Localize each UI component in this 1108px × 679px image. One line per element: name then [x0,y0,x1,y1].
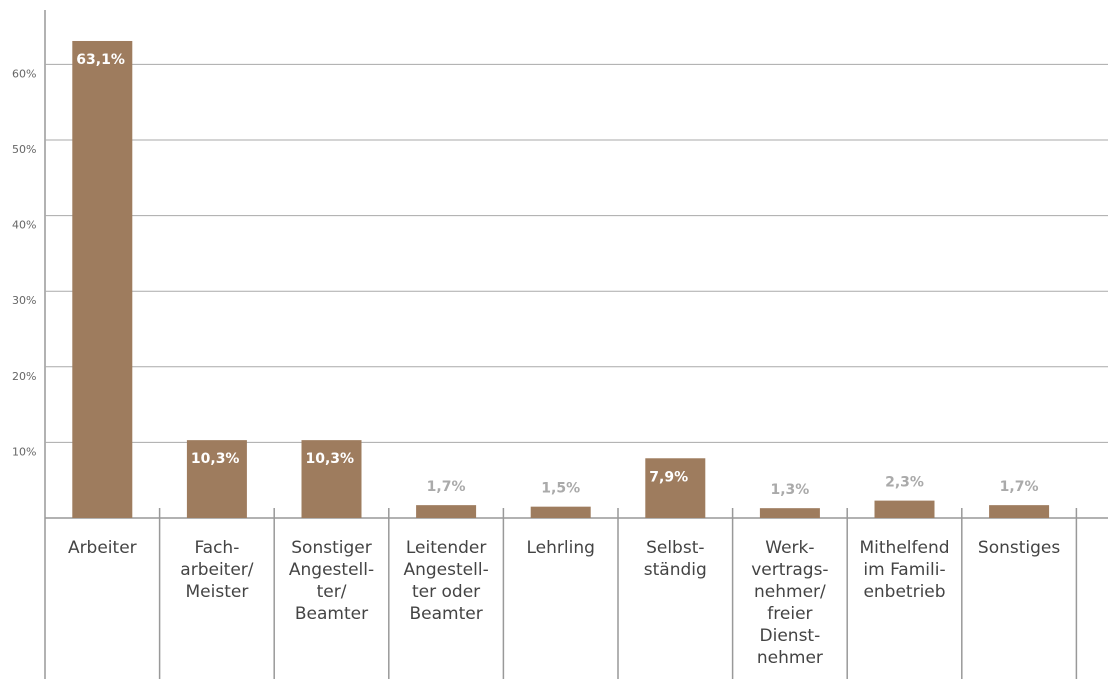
x-tick-label-line: Angestell- [289,560,374,580]
bar [72,40,133,518]
x-tick-label-line: Sonstiger [291,538,371,558]
value-label: 63,1% [76,52,125,68]
x-tick-label: Sonstiger Angestell-ter/Beamter [289,538,374,624]
y-tick-label: 50% [12,143,36,156]
x-tick-label-line: arbeiter/ [180,560,253,580]
bar [874,500,935,518]
y-tick-label: 20% [12,370,36,383]
y-tick-label: 10% [12,445,36,458]
bar [416,505,477,518]
value-label: 7,9% [649,469,688,485]
x-tick-label: Sonstiges [978,538,1060,558]
y-tick-label: 30% [12,294,36,307]
x-tick-label-line: Meister [185,582,248,602]
x-tick-label-line: Beamter [295,604,368,624]
x-tick-label-line: nehmer [757,648,823,668]
bar [301,440,362,518]
value-label: 1,7% [427,479,466,495]
x-tick-label-line: Mithelfend [859,538,949,558]
x-tick-label-line: Angestell- [403,560,488,580]
x-tick-label-line: vertrags- [751,560,828,580]
x-tick-label-line: Arbeiter [68,538,137,558]
value-label: 2,3% [885,475,924,491]
bar [186,440,247,518]
x-tick-label-line: ter oder [412,582,480,602]
x-tick-label-line: Beamter [409,604,482,624]
x-tick-label-line: freier [767,604,812,624]
value-label: 1,3% [770,482,809,498]
x-tick-label-line: nehmer/ [754,582,826,602]
x-tick-label-line: Dienst- [760,626,821,646]
x-tick-label-line: Sonstiges [978,538,1060,558]
x-tick-label: Werk-vertrags-nehmer/freier Dienst-nehmer [751,538,828,668]
value-label: 10,3% [306,451,355,467]
x-tick-label: Fach-arbeiter/Meister [180,538,253,602]
x-tick-label: Selbst-ständig [644,538,707,580]
x-tick-label: Lehrling [526,538,594,558]
bar [989,505,1050,518]
x-tick-label-line: ter/ [317,582,347,602]
x-tick-label-line: Lehrling [526,538,594,558]
y-tick-label: 40% [12,219,36,232]
x-tick-label: Leitender Angestell-ter oder Beamter [403,538,488,624]
value-label: 1,7% [1000,479,1039,495]
value-label: 10,3% [191,451,240,467]
bar [530,506,591,518]
bar [645,458,706,518]
value-label: 1,5% [541,481,580,497]
x-tick-label: Arbeiter [68,538,137,558]
y-tick-label: 60% [12,67,36,80]
x-tick-label: Mithelfend im Famili-enbetrieb [859,538,949,602]
x-tick-label-line: enbetrieb [863,582,945,602]
x-tick-label-line: ständig [644,560,707,580]
x-tick-label-line: Leitender [406,538,487,558]
x-tick-label-line: Werk- [765,538,814,558]
x-tick-label-line: Fach- [194,538,239,558]
x-tick-label-line: im Famili- [863,560,945,580]
bar [759,508,820,518]
x-tick-label-line: Selbst- [646,538,704,558]
